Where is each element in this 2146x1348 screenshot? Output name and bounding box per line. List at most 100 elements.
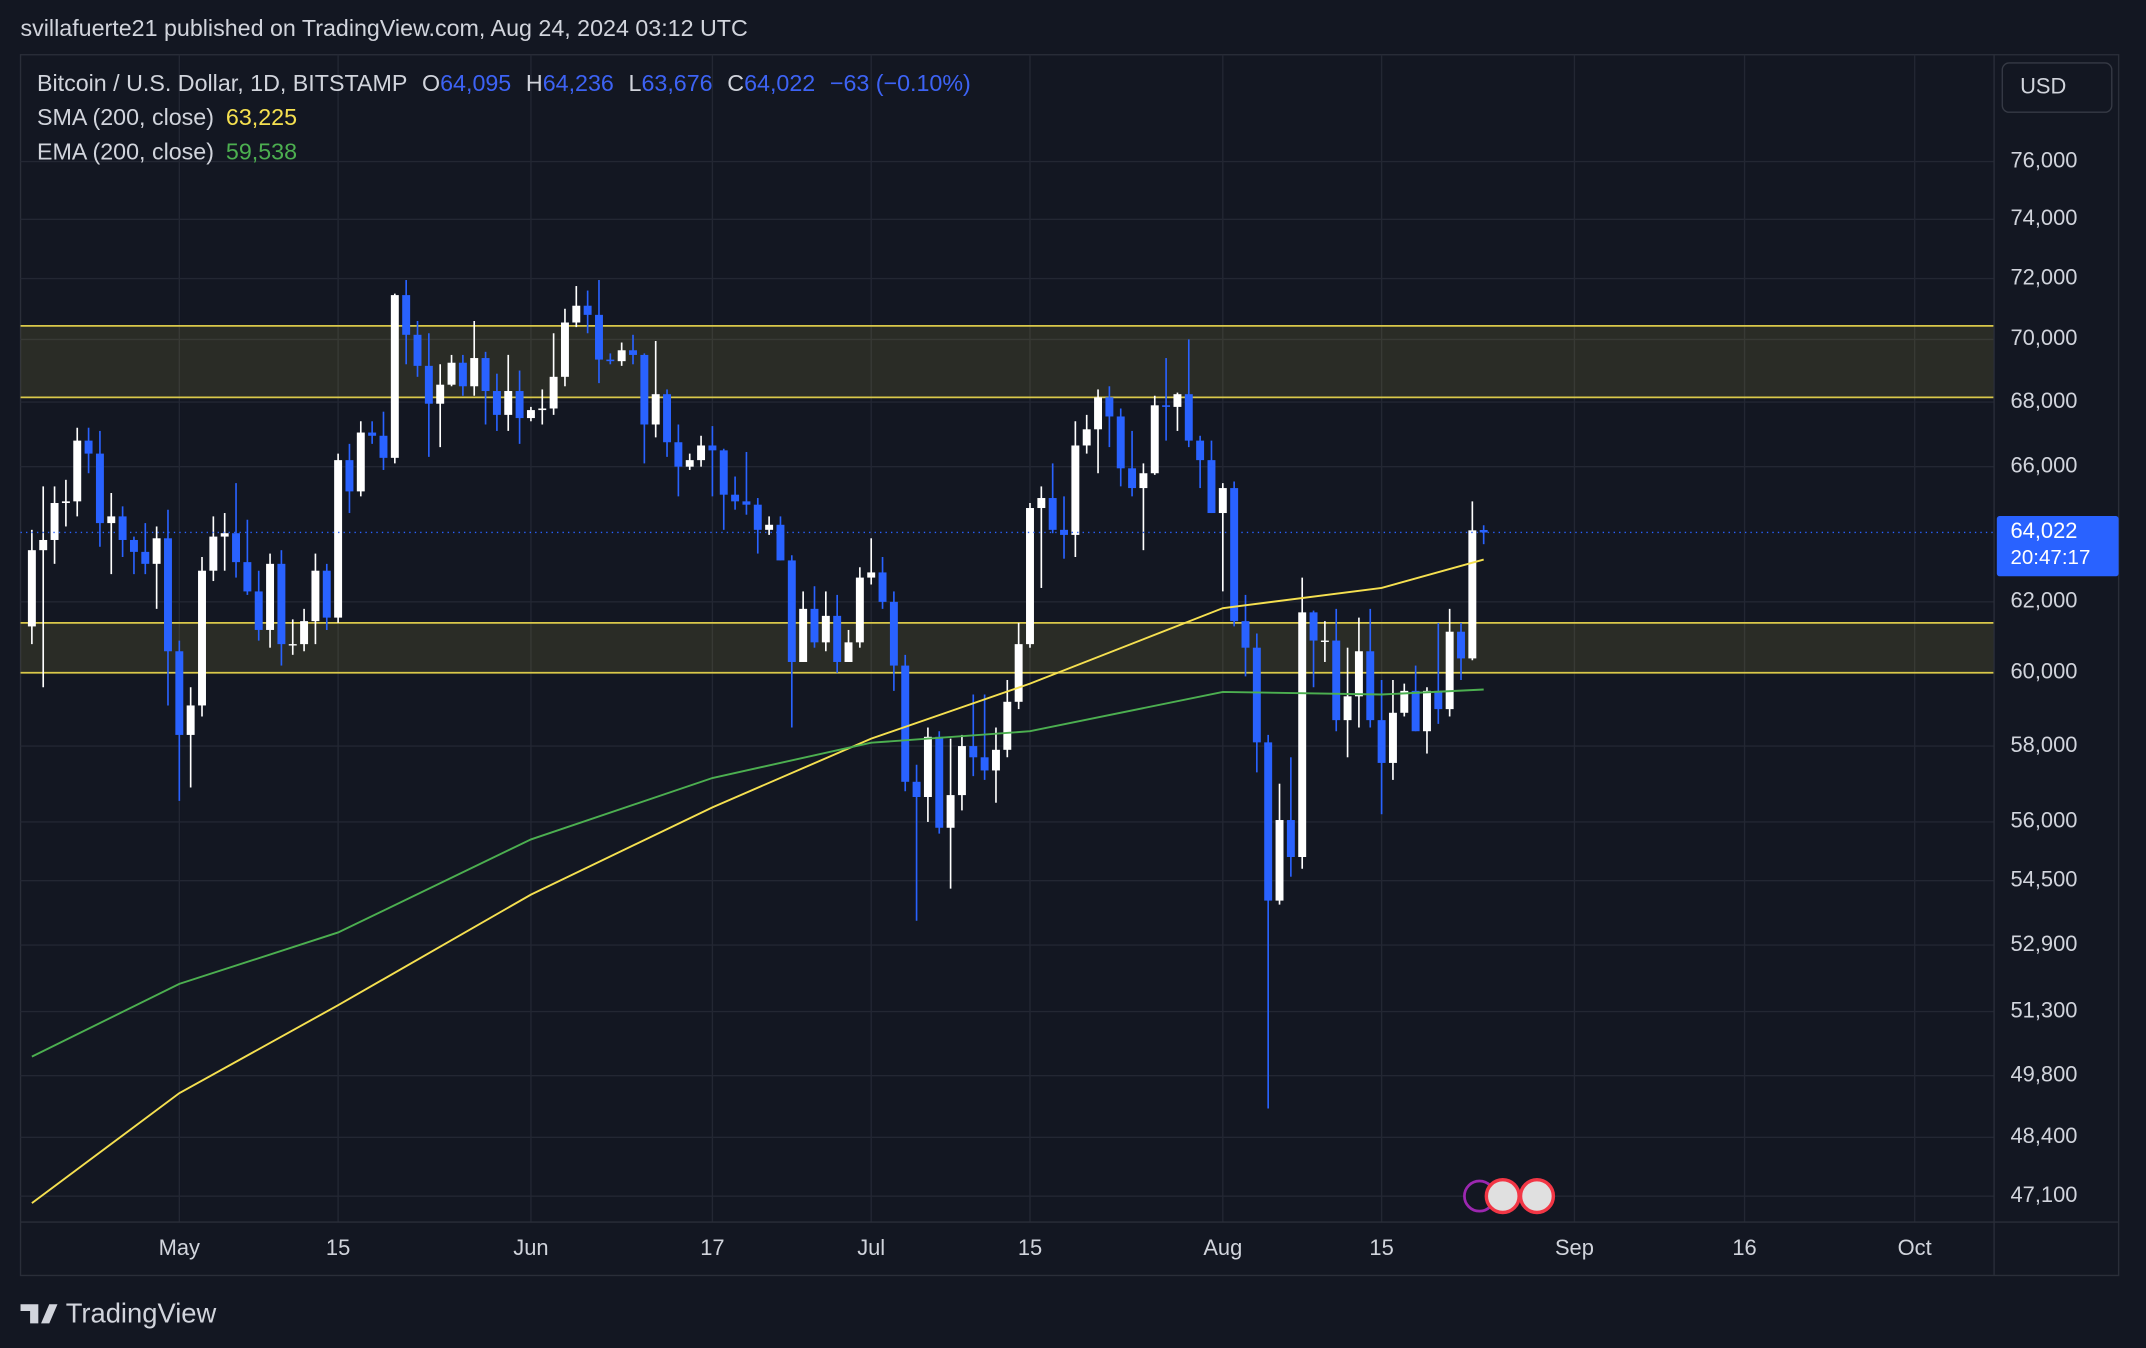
candle-body — [867, 572, 876, 578]
ohlc-value: 63,676 — [641, 70, 712, 96]
candle-body — [549, 376, 558, 409]
candle-body — [504, 391, 513, 415]
candle-body — [787, 560, 796, 662]
candle-body — [946, 795, 955, 828]
indicator-line — [31, 688, 1484, 1058]
candle-body — [1479, 530, 1488, 533]
x-tick-label: Sep — [1555, 1235, 1594, 1260]
candle-body — [583, 305, 592, 315]
chart-panel — [19, 54, 2120, 1277]
candle-body — [1411, 690, 1420, 732]
ohlc-value: 64,022 — [744, 70, 815, 96]
candle-body — [1071, 445, 1080, 535]
x-tick-label: 16 — [1732, 1235, 1756, 1260]
candle-body — [118, 516, 127, 540]
y-tick-label: 52,900 — [2011, 931, 2078, 956]
candle-body — [935, 736, 944, 828]
candle-body — [685, 460, 694, 467]
x-tick-label: 15 — [326, 1235, 350, 1260]
candle-body — [1094, 397, 1103, 430]
candle-body — [923, 736, 932, 798]
candle-body — [1286, 820, 1295, 857]
axes: 76,000 74,000 72,000 70,000 68,000 66,000 62,0… — [159, 147, 2119, 1260]
candle-body — [379, 435, 388, 458]
candle-body — [1332, 640, 1341, 721]
y-tick-label: 60,000 — [2011, 659, 2078, 684]
candle-body — [991, 749, 1000, 771]
candle-body — [50, 503, 59, 540]
candle-body — [1400, 690, 1409, 713]
candle-body — [277, 563, 286, 645]
y-tick-label: 76,000 — [2011, 147, 2078, 172]
y-tick-label: 68,000 — [2011, 388, 2078, 413]
candle-body — [129, 539, 138, 552]
x-tick-label: 15 — [1369, 1235, 1393, 1260]
ohlc-key: C — [727, 70, 744, 96]
candle-body — [1343, 696, 1352, 721]
candle-body — [844, 642, 853, 662]
candle-body — [1241, 621, 1250, 648]
candle-body — [1003, 701, 1012, 750]
countdown: 20:47:17 — [2011, 546, 2091, 569]
candle-body — [1434, 690, 1443, 710]
candle-body — [572, 305, 581, 323]
x-tick-label: Oct — [1898, 1235, 1932, 1260]
candle-body — [515, 391, 524, 419]
x-tick-label: Aug — [1203, 1235, 1242, 1260]
candle-body — [141, 551, 150, 564]
candles — [27, 280, 1488, 1109]
candle-body — [334, 460, 343, 618]
candle-body — [266, 563, 275, 630]
candle-body — [1320, 640, 1329, 642]
candle-body — [402, 295, 411, 335]
candle-body — [980, 757, 989, 771]
candle-body — [152, 538, 161, 564]
candle-body — [878, 572, 887, 602]
sma-legend: SMA (200, close) 63,225 — [37, 104, 297, 130]
candle-body — [810, 608, 819, 643]
candle-body — [1150, 405, 1159, 474]
candle-body — [1298, 612, 1307, 857]
candle-body — [799, 608, 808, 662]
candle-body — [345, 460, 354, 492]
ohlc-value: 64,095 — [440, 70, 511, 96]
last-price-label: 64,022 — [2011, 518, 2078, 543]
candle-body — [855, 577, 864, 643]
currency[interactable]: USD — [2020, 73, 2066, 98]
candle-body — [413, 334, 422, 366]
currency-button[interactable] — [2001, 62, 2113, 113]
candle-body — [674, 442, 683, 467]
candle-body — [1218, 488, 1227, 514]
candle-body — [912, 781, 921, 798]
event-icon — [1518, 1177, 1556, 1215]
candle-body — [481, 358, 490, 392]
candle-body — [708, 445, 717, 451]
publisher: svillafuerte21 published on TradingView.… — [21, 15, 748, 41]
candle-body — [1128, 468, 1137, 489]
candle-body — [84, 440, 93, 454]
candle-body — [368, 432, 377, 436]
candle-body — [742, 501, 751, 505]
candle-body — [1423, 690, 1431, 732]
candle-body — [1366, 651, 1375, 721]
candle-body — [164, 538, 172, 652]
candle-body — [889, 601, 898, 666]
candle-body — [175, 651, 184, 735]
candle-body — [1264, 742, 1273, 901]
candle-body — [1162, 405, 1171, 407]
candle-body — [95, 453, 104, 524]
zone — [20, 622, 1995, 673]
zone — [20, 325, 1995, 398]
candle-body — [1354, 651, 1363, 697]
candle-body — [1048, 498, 1057, 530]
candle-body — [1457, 631, 1465, 659]
candle-body — [617, 350, 626, 362]
last-price-box — [1996, 516, 2119, 577]
candle-body — [390, 295, 399, 458]
zones — [20, 324, 1995, 674]
change: −63 (−0.10%) — [830, 70, 971, 96]
candle-body — [1082, 429, 1091, 446]
candle-body — [1275, 820, 1284, 901]
y-tick-label: 48,400 — [2011, 1123, 2078, 1148]
